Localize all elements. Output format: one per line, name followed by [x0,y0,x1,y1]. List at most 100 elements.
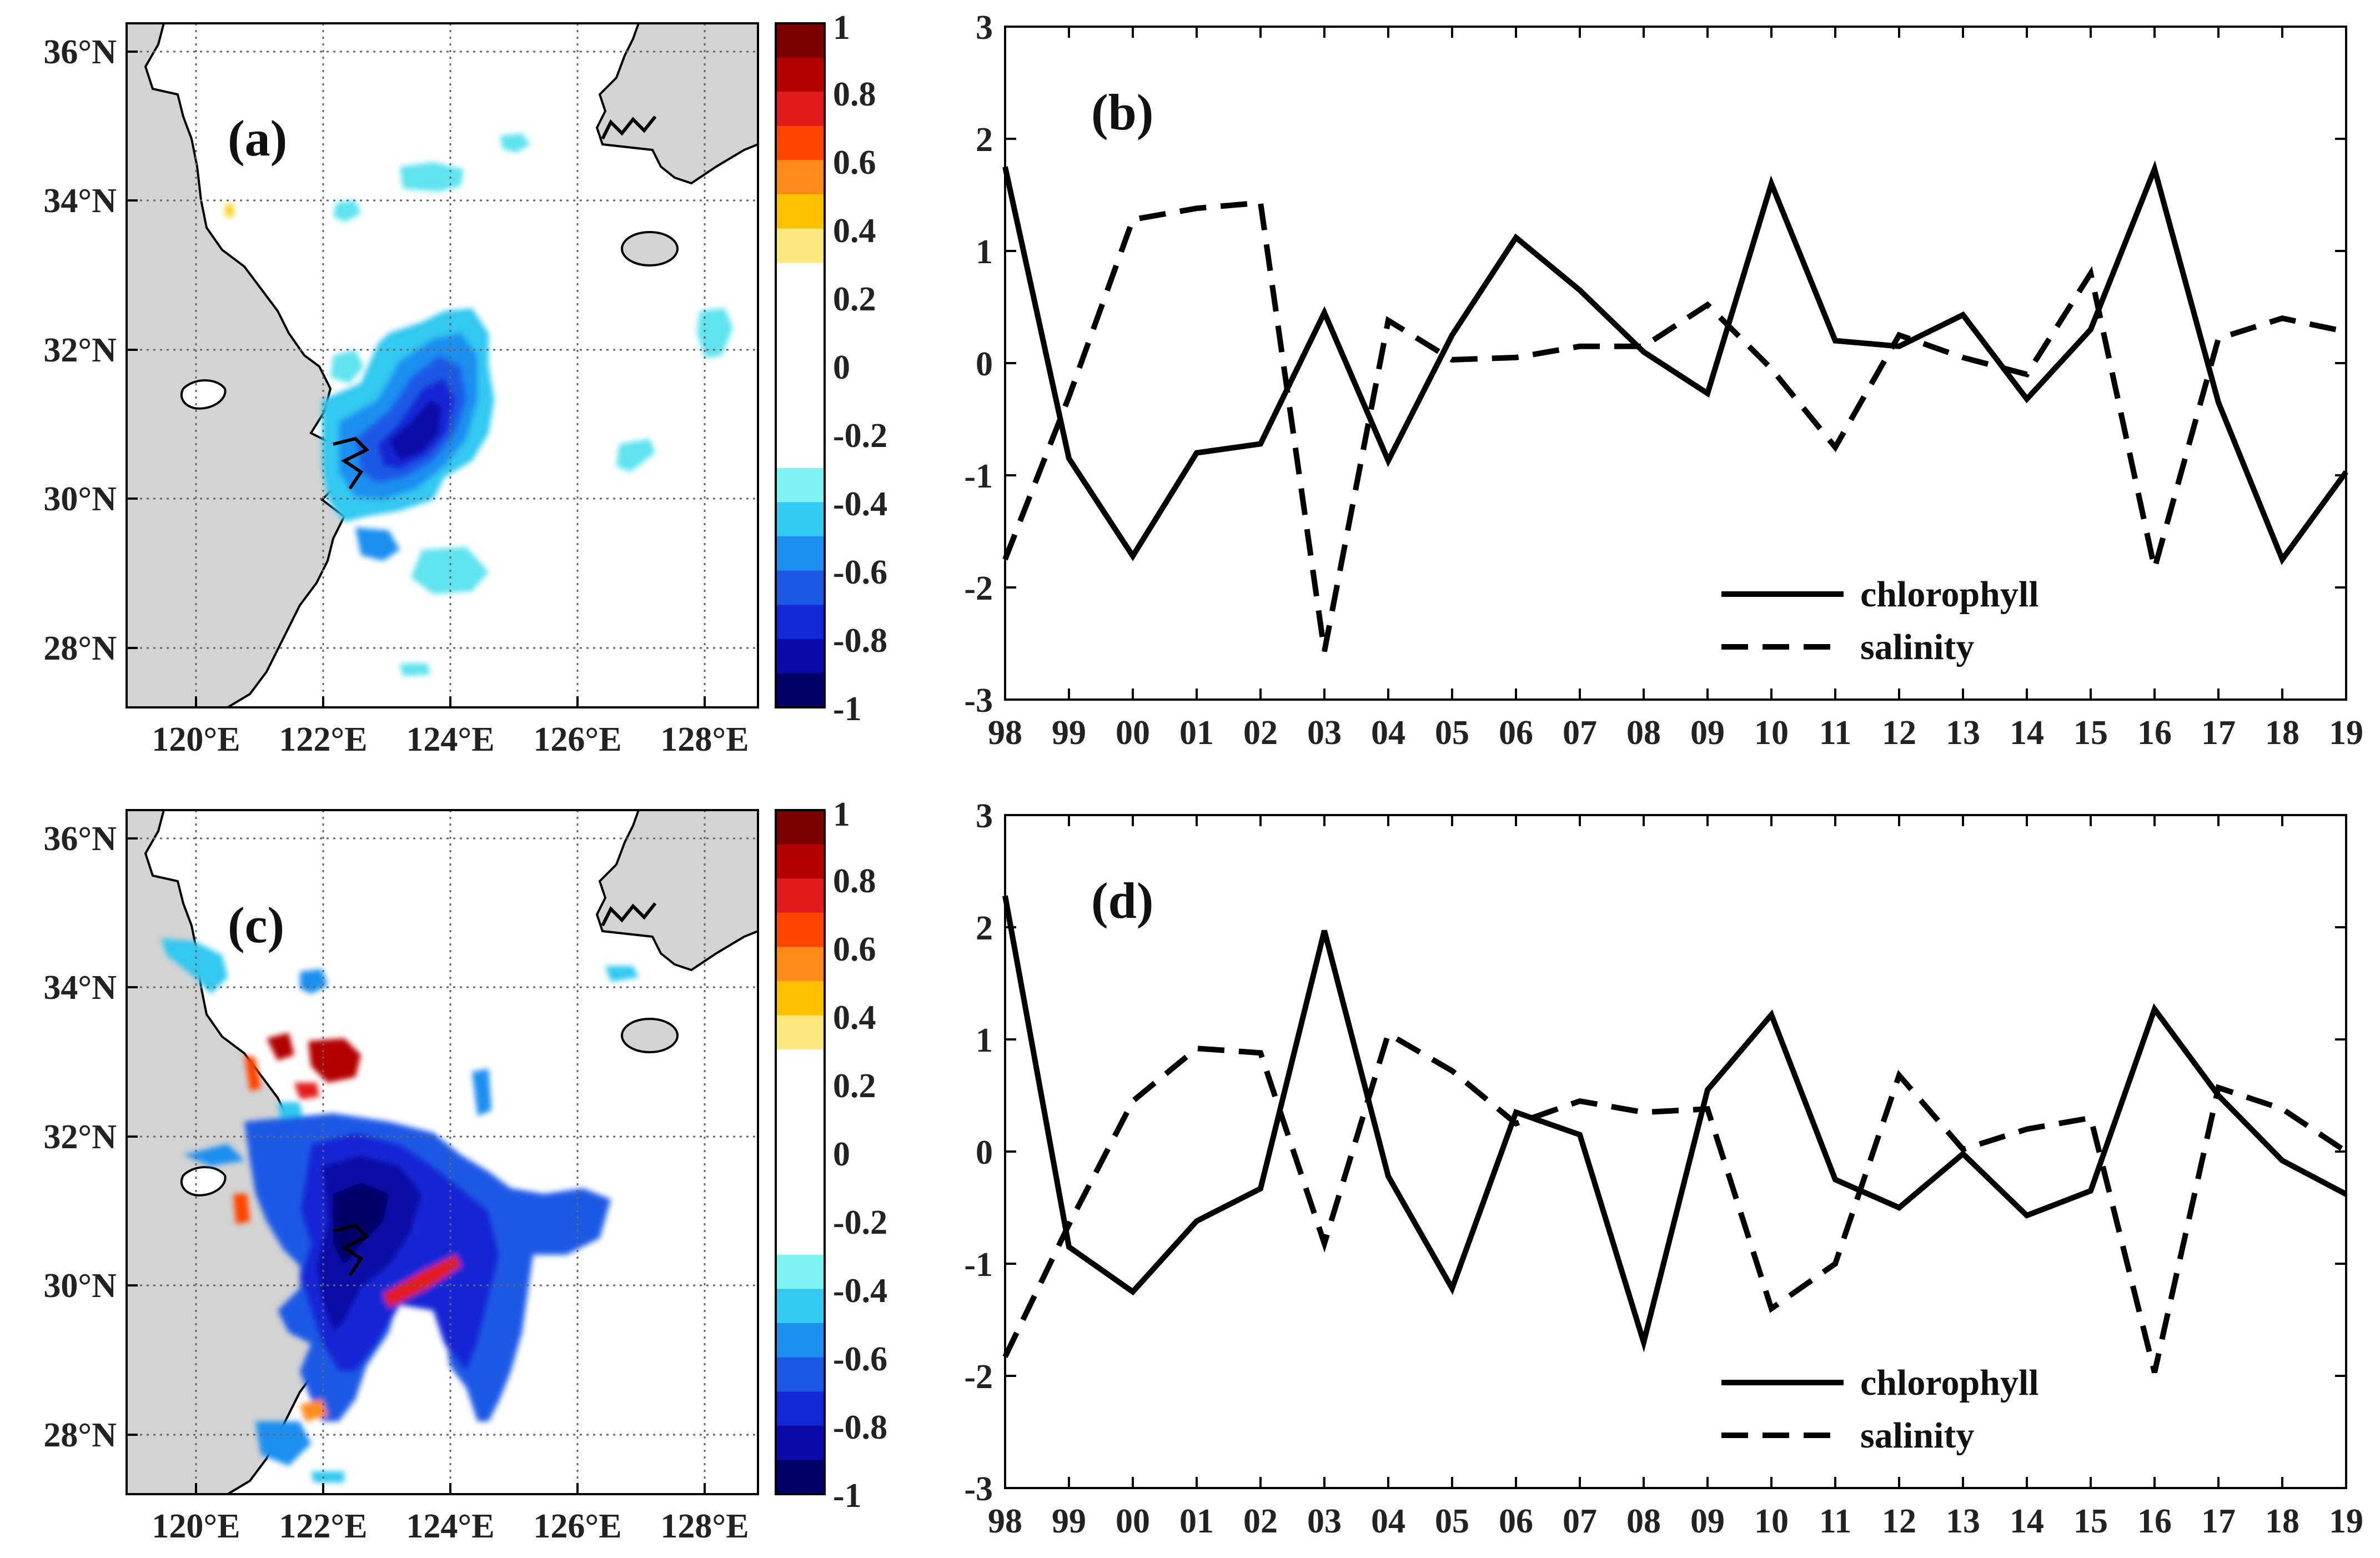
colorbar-cell [776,160,825,195]
map-c-lat-label-30: 30°N [43,1267,117,1305]
colorbar-cell [776,468,825,503]
colorbar-c-tick-0.2: 0.2 [833,1067,876,1105]
x-tick-label: 98 [988,1502,1022,1540]
colorbar-a-tick-m0.6: -0.6 [833,554,887,591]
colorbar-c-tick-m0.2: -0.2 [833,1204,887,1242]
x-tick-label: 18 [2265,1502,2299,1540]
y-tick-label: -3 [964,1470,993,1508]
x-tick-label: 15 [2073,714,2108,752]
colorbar-c-tick-m0.8: -0.8 [833,1409,887,1446]
map-c-lon-label-126: 126°E [533,1507,621,1545]
map-a-lat-label-32: 32°N [43,331,117,369]
series-line-salinity [1002,1029,2348,1374]
x-tick-label: 08 [1626,1502,1661,1540]
y-tick-label: -1 [964,1246,993,1284]
x-tick-label: 17 [2201,1502,2236,1540]
map-c-lat-label-36: 36°N [43,820,117,858]
x-tick-label: 05 [1435,1502,1469,1540]
y-tick-label: 2 [976,121,993,159]
map-panel-c: (c) 36°N 34°N 32°N 30°N 28°N 120°E 122°E… [43,809,759,1545]
colorbar-c-tick-m0.4: -0.4 [833,1272,887,1310]
map-c-island-chongming [180,1166,227,1197]
panel-label-b: (b) [1091,84,1153,140]
x-tick-label: 10 [1754,1502,1789,1540]
colorbar-cell [776,947,825,982]
colorbar-cell [776,536,825,571]
map-c-jeju [621,1018,679,1053]
map-c-lon-label-120: 120°E [152,1507,240,1545]
map-a-lon-label-126: 126°E [533,721,621,758]
colorbar-cell [776,399,825,435]
map-c-lat-label-34: 34°N [43,969,117,1007]
x-tick-label: 16 [2137,714,2172,752]
colorbar-a-tick-m0.2: -0.2 [833,417,887,455]
map-c-lon-label-128: 128°E [660,1507,749,1545]
y-tick-label: 2 [976,909,993,947]
x-tick-label: 02 [1243,1502,1278,1540]
colorbar-cell [776,92,825,127]
x-tick-label: 00 [1116,714,1150,752]
colorbar-a-tick-0.8: 0.8 [833,76,876,113]
colorbar-cell [776,1289,825,1324]
map-a-lon-ticks [195,696,706,707]
colorbar-a-tick-0.6: 0.6 [833,144,876,182]
x-tick-label: 07 [1563,1502,1597,1540]
colorbar-cell [776,1220,825,1255]
map-c-coast-detail [333,902,657,1276]
map-c-gridlines [127,810,758,1494]
x-tick-label: 06 [1499,1502,1533,1540]
legend-label-chlorophyll: chlorophyll [1860,574,2039,615]
colorbar-c-tick-0.4: 0.4 [833,999,876,1037]
colorbar-cell [776,981,825,1016]
map-a-lat-label-30: 30°N [43,480,117,518]
x-tick-label: 17 [2201,714,2236,752]
colorbar-cell [776,1323,825,1358]
x-tick-label: 13 [1946,714,1980,752]
x-tick-label: 03 [1307,1502,1342,1540]
colorbar-cell [776,502,825,537]
map-a-jeju [621,231,679,267]
colorbar-cell [776,296,825,332]
series-line-salinity [1002,199,2347,652]
y-tick-label: 1 [976,1022,993,1059]
x-tick-label: 99 [1052,1502,1086,1540]
map-panel-a: (a) 36°N 34°N 32°N 30°N 28°N 120°E 122°E… [43,22,759,758]
map-a-lat-label-34: 34°N [43,182,117,220]
colorbar-cell [776,605,825,640]
series-line-chlorophyll [1002,895,2348,1353]
colorbar-cell [776,23,825,58]
x-tick-label: 14 [2010,714,2044,752]
colorbar-cell [776,1152,825,1187]
map-c-lat-label-28: 28°N [43,1416,117,1454]
colorbar-cell [776,1186,825,1222]
map-a-coast-detail [333,115,657,490]
x-tick-label: 19 [2329,1502,2363,1540]
x-tick-label: 04 [1371,1502,1405,1540]
colorbar-c: 1 0.8 0.6 0.4 0.2 0 -0.2 -0.4 -0.6 -0.8 … [775,796,887,1515]
x-tick-label: 05 [1435,714,1469,752]
map-a-lon-label-124: 124°E [406,721,494,758]
map-a-panel-label: (a) [228,110,287,167]
colorbar-cell [776,639,825,674]
colorbar-cell [776,57,825,93]
colorbar-cell [776,434,825,469]
map-a-correlation-patches [225,133,733,676]
colorbar-cell [776,1015,825,1051]
colorbar-cell [776,810,825,845]
map-c-panel-label: (c) [228,897,284,953]
colorbar-cell [776,844,825,879]
colorbar-c-tick-1: 1 [833,796,850,833]
map-c-lon-ticks [195,1483,706,1494]
colorbar-cell [776,1049,825,1084]
map-a-lat-label-28: 28°N [43,630,117,667]
map-a-lon-label-120: 120°E [152,721,240,758]
colorbar-c-tick-m1: -1 [833,1477,862,1515]
series-line-chlorophyll [1002,160,2349,565]
panel-label-d: (d) [1091,872,1153,929]
plot-frame-b [1004,26,2347,701]
colorbar-cell [776,1083,825,1119]
x-tick-label: 14 [2010,1502,2044,1540]
x-tick-label: 98 [988,714,1022,752]
x-tick-label: 19 [2329,714,2363,752]
